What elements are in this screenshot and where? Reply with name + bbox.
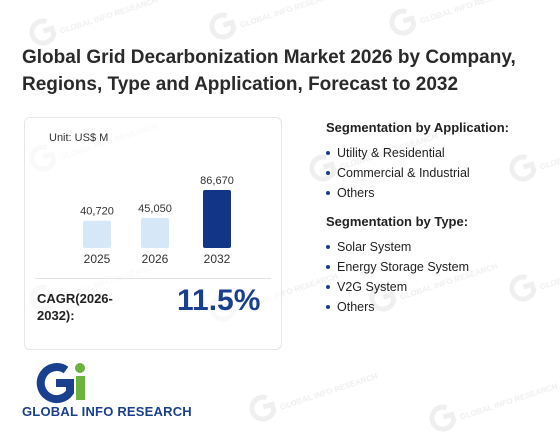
unit-label: Unit: US$ M: [49, 132, 109, 144]
application-item: Others: [326, 183, 546, 203]
logo-text: GLOBAL INFO RESEARCH: [22, 404, 192, 419]
watermark: GLOBAL INFO RESEARCH: [389, 0, 519, 36]
type-item: Others: [326, 297, 546, 317]
watermark-text: GLOBAL INFO RESEARCH: [279, 372, 379, 412]
segmentation-type-heading: Segmentation by Type:: [326, 214, 469, 229]
bar-2026: [141, 217, 169, 248]
bar-chart: 40,720 2025 45,050 2026 86,670 2032: [80, 175, 234, 266]
cagr-value: 11.5%: [177, 284, 261, 317]
application-item: Commercial & Industrial: [326, 163, 546, 183]
data-label-2025: 40,720: [80, 206, 114, 218]
divider: [35, 278, 271, 279]
watermark: GLOBAL INFO RESEARCH: [209, 0, 339, 40]
cagr-label: CAGR(2026-2032):: [37, 291, 113, 323]
tick-label-2026: 2026: [142, 252, 169, 266]
company-logo: GLOBAL INFO RESEARCH: [22, 360, 192, 422]
watermark: GLOBAL INFO RESEARCH: [429, 382, 559, 432]
watermark-text: GLOBAL INFO RESEARCH: [239, 0, 339, 30]
type-item: Energy Storage System: [326, 257, 546, 277]
watermark-text: GLOBAL INFO RESEARCH: [59, 0, 159, 36]
tick-label-2025: 2025: [84, 252, 111, 266]
watermark: GLOBAL INFO RESEARCH: [249, 372, 379, 422]
market-size-card: Unit: US$ M 40,720 2025 45,050 2026 86,670 20…: [24, 117, 282, 350]
page-title: Global Grid Decarbonization Market 2026 …: [22, 47, 516, 95]
tick-label-2032: 2032: [204, 252, 231, 266]
type-item: V2G System: [326, 277, 546, 297]
application-list: Utility & Residential Commercial & Indus…: [326, 143, 546, 203]
segmentation-application: Segmentation by Application: Utility & R…: [326, 120, 546, 203]
bar-2032: [203, 190, 231, 248]
watermark-text: GLOBAL INFO RESEARCH: [419, 0, 519, 26]
watermark-text: GLOBAL INFO RESEARCH: [459, 382, 559, 422]
application-item: Utility & Residential: [326, 143, 546, 163]
segmentation-type: Segmentation by Type: Solar System Energ…: [326, 214, 546, 317]
data-label-2026: 45,050: [138, 203, 172, 215]
bar-2025: [83, 220, 111, 248]
data-label-2032: 86,670: [200, 175, 234, 187]
logo-mark-icon: [36, 363, 85, 404]
type-item: Solar System: [326, 237, 546, 257]
segmentation-application-heading: Segmentation by Application:: [326, 120, 509, 135]
type-list: Solar System Energy Storage System V2G S…: [326, 237, 546, 317]
watermark: GLOBAL INFO RESEARCH: [29, 0, 159, 46]
